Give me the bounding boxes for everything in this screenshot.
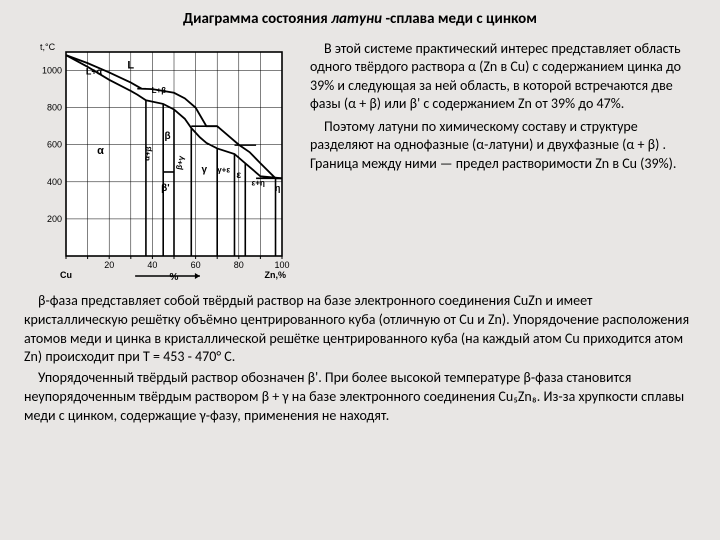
title-suffix: -сплава меди с цинком [382,10,537,28]
svg-text:L+α: L+α [86,66,103,76]
title-italic: латуни [331,10,382,28]
svg-text:100: 100 [274,260,289,270]
svg-text:L: L [127,60,134,72]
svg-text:ε: ε [236,170,241,181]
chart-svg: 200 400 600 800 1000 t,°C 20 40 60 80 100 Cu Zn,%% L L… [24,36,294,286]
svg-text:γ: γ [201,165,207,176]
title-prefix: Диаграмма состояния [183,10,331,28]
svg-text:β': β' [161,183,169,194]
right-column-text: В этой системе практический интерес пред… [310,36,696,177]
svg-text:γ+ε: γ+ε [217,166,230,175]
svg-text:%: % [170,272,179,283]
svg-text:Cu: Cu [60,270,72,280]
top-row: 200 400 600 800 1000 t,°C 20 40 60 80 100 Cu Zn,%% L L… [24,36,696,290]
svg-text:200: 200 [47,214,62,224]
right-para-1: В этой системе практический интерес пред… [310,40,696,114]
body-para-1: β-фаза представляет собой твёрдый раство… [24,292,696,367]
svg-text:40: 40 [147,260,157,270]
svg-text:ε+η: ε+η [252,179,265,188]
svg-text:α: α [97,145,104,157]
svg-text:1000: 1000 [42,66,62,76]
svg-text:η: η [275,183,281,193]
svg-text:β: β [164,131,170,142]
svg-text:L+β: L+β [152,86,167,95]
body-para-2: Упорядоченный твёрдый раствор обозначен … [24,369,696,425]
svg-text:60: 60 [191,260,201,270]
page-title: Диаграмма состояния латуни -сплава меди … [24,10,696,28]
svg-text:600: 600 [47,140,62,150]
svg-text:80: 80 [234,260,244,270]
svg-text:800: 800 [47,103,62,113]
svg-text:Zn,%: Zn,% [265,270,287,280]
svg-text:20: 20 [104,260,114,270]
svg-text:t,°C: t,°C [40,42,56,52]
phase-diagram-chart: 200 400 600 800 1000 t,°C 20 40 60 80 100 Cu Zn,%% L L… [24,36,294,290]
body-text: β-фаза представляет собой твёрдый раство… [24,292,696,425]
svg-text:400: 400 [47,177,62,187]
right-para-2: Поэтому латуни по химическому составу и … [310,118,696,173]
